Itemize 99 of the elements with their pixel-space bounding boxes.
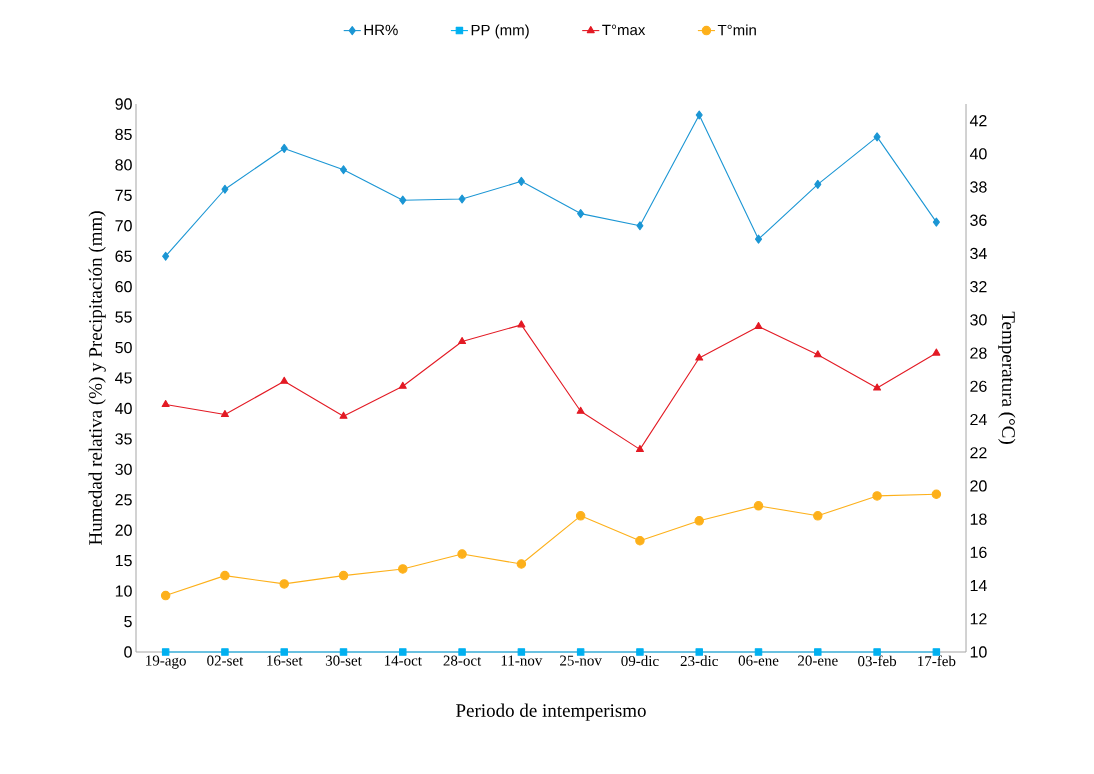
y-tick-label: 15 <box>115 555 132 567</box>
point <box>873 132 881 142</box>
point <box>280 143 288 153</box>
x-tick-label: 03-feb <box>858 655 897 667</box>
y-tick-label: 50 <box>115 341 132 354</box>
y-tick-label: 10 <box>115 585 132 597</box>
point <box>399 195 407 205</box>
point <box>932 217 940 227</box>
x-tick-label: 30-set <box>325 655 362 666</box>
point <box>161 400 170 408</box>
point <box>873 383 882 391</box>
x-tick-label: 28-oct <box>443 655 482 666</box>
y-tick-label: 65 <box>115 250 132 262</box>
point <box>162 251 170 261</box>
point <box>635 535 645 546</box>
y2-tick-label: 26 <box>970 380 987 392</box>
y2-tick-label: 38 <box>970 181 987 193</box>
y-tick-label: 35 <box>115 433 132 445</box>
point <box>932 348 941 356</box>
x-tick-label: 14-oct <box>384 655 422 666</box>
point <box>695 110 703 120</box>
x-tick-label: 02-set <box>207 655 244 666</box>
x-tick-label: 20-ene <box>798 655 838 666</box>
point <box>635 444 644 452</box>
point <box>813 511 823 521</box>
y-tick-label: 20 <box>115 524 132 536</box>
legend-label: PP (mm) <box>471 24 529 39</box>
y2-tick-label: 10 <box>970 646 987 658</box>
y-tick-label: 5 <box>124 615 132 628</box>
y2-tick-label: 22 <box>970 447 987 459</box>
point <box>754 234 763 244</box>
y-tick-label: 70 <box>115 220 132 232</box>
legend-label: T°max <box>602 24 646 36</box>
x-tick-label: 11-nov <box>501 655 543 666</box>
point <box>576 406 585 414</box>
legend-label: HR% <box>364 24 398 36</box>
point <box>398 564 408 574</box>
point <box>220 570 230 581</box>
x-tick-label: 06-ene <box>738 655 779 666</box>
y2-tick-label: 34 <box>970 247 987 260</box>
point <box>577 209 585 219</box>
y-tick-label: 60 <box>115 281 132 293</box>
x-tick-label: 17-feb <box>918 655 956 667</box>
x-tick-label: 16-set <box>267 655 303 666</box>
y-tick-label: 25 <box>115 494 132 506</box>
x-tick-label: 09-dic <box>621 655 659 667</box>
point <box>636 221 644 231</box>
y2-tick-label: 30 <box>970 314 987 326</box>
point <box>338 570 349 581</box>
point <box>280 376 289 384</box>
legend-label: T°min <box>717 24 756 36</box>
point <box>458 336 467 345</box>
point <box>339 411 348 419</box>
y-tick-label: 45 <box>115 372 132 384</box>
y2-tick-label: 24 <box>970 413 987 426</box>
point <box>695 353 704 361</box>
point <box>575 511 586 521</box>
y-tick-label: 55 <box>115 311 132 323</box>
point <box>279 579 289 589</box>
y-tick-label: 40 <box>115 402 132 415</box>
point <box>694 516 704 526</box>
y2-tick-label: 28 <box>970 347 987 359</box>
point <box>813 350 822 358</box>
y-tick-label: 85 <box>115 128 132 141</box>
point <box>339 165 348 175</box>
y2-tick-label: 12 <box>970 613 987 625</box>
point <box>517 176 525 186</box>
x-tick-label: 23-dic <box>680 655 718 667</box>
y2-tick-label: 40 <box>969 148 987 160</box>
y2-tick-label: 42 <box>969 115 987 127</box>
point <box>814 179 822 189</box>
point <box>458 194 466 204</box>
x-tick-label: 19-ago <box>146 655 186 669</box>
y-tick-label: 75 <box>115 189 132 201</box>
y2-tick-label: 18 <box>970 513 987 525</box>
y-axis-title: Humedad relativa (%) y Precipitación (mm) <box>88 211 106 545</box>
y-tick-label: 90 <box>115 98 132 110</box>
x-axis-title: Periodo de intemperismo <box>456 703 646 721</box>
point <box>931 489 942 499</box>
point <box>753 501 764 511</box>
y2-axis-title: Temperatura (°C) <box>998 311 1016 444</box>
y-tick-label: 0 <box>124 646 132 658</box>
y2-tick-label: 32 <box>970 281 987 293</box>
y-tick-label: 30 <box>115 463 132 475</box>
point <box>457 549 467 559</box>
y2-tick-label: 16 <box>970 546 987 559</box>
x-tick-label: 25-nov <box>560 655 602 666</box>
point <box>754 321 763 330</box>
y-tick-label: 80 <box>115 159 132 171</box>
point <box>872 491 882 501</box>
point <box>398 381 407 389</box>
point <box>220 409 229 418</box>
point <box>160 590 171 601</box>
point <box>516 559 527 569</box>
y2-tick-label: 20 <box>970 480 987 492</box>
y2-tick-label: 14 <box>970 580 987 592</box>
y2-tick-label: 36 <box>970 214 987 226</box>
point <box>517 320 526 328</box>
point <box>221 184 229 194</box>
